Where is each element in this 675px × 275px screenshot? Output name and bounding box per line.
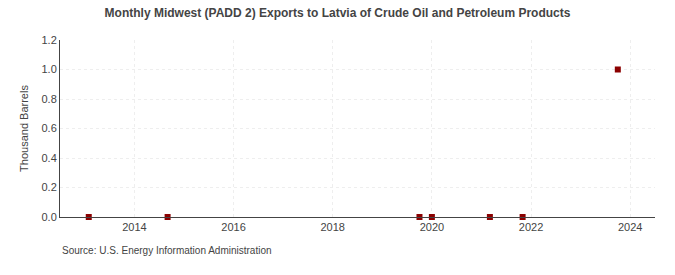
svg-text:2018: 2018: [320, 221, 344, 233]
svg-text:Monthly Midwest (PADD 2) Expor: Monthly Midwest (PADD 2) Exports to Latv…: [105, 6, 571, 20]
svg-text:0.6: 0.6: [42, 122, 57, 134]
svg-text:2020: 2020: [420, 221, 444, 233]
svg-text:1.2: 1.2: [42, 34, 57, 46]
svg-text:2014: 2014: [122, 221, 146, 233]
svg-text:2016: 2016: [221, 221, 245, 233]
svg-text:2024: 2024: [618, 221, 642, 233]
svg-text:Source: U.S. Energy Informatio: Source: U.S. Energy Information Administ…: [62, 245, 272, 256]
svg-text:0.2: 0.2: [42, 181, 57, 193]
svg-text:Thousand Barrels: Thousand Barrels: [18, 85, 30, 172]
svg-text:1.0: 1.0: [42, 63, 57, 75]
svg-text:0.8: 0.8: [42, 93, 57, 105]
svg-text:0.0: 0.0: [42, 211, 57, 223]
svg-text:2022: 2022: [519, 221, 543, 233]
svg-text:0.4: 0.4: [42, 152, 57, 164]
